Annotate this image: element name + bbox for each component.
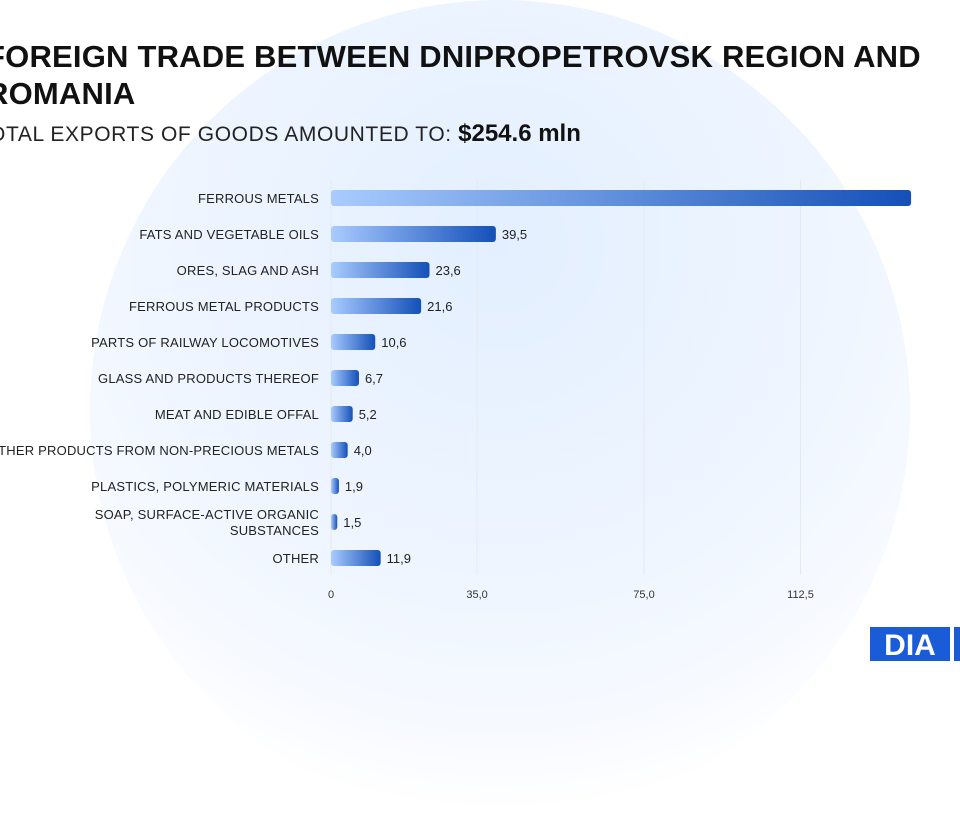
page-title: FOREIGN TRADE BETWEEN DNIPROPETROVSK REG… [0, 39, 921, 111]
value-label: 5,2 [359, 407, 377, 422]
category-label: SOAP, SURFACE-ACTIVE ORGANIC [95, 507, 319, 522]
value-label: 23,6 [435, 263, 460, 278]
bar [331, 406, 353, 422]
logo-background [870, 627, 950, 661]
bar [331, 262, 430, 278]
background-glow [90, 0, 910, 820]
category-label: MEAT AND EDIBLE OFFAL [155, 407, 319, 422]
category-label: GLASS AND PRODUCTS THEREOF [98, 371, 319, 386]
value-label: 1,9 [345, 479, 363, 494]
bar [331, 190, 912, 206]
value-label: 10,6 [381, 335, 406, 350]
category-label: FATS AND VEGETABLE OILS [139, 227, 319, 242]
subtitle-label: TOTAL EXPORTS OF GOODS AMOUNTED TO: [0, 123, 452, 146]
category-label: PARTS OF RAILWAY LOCOMOTIVES [91, 335, 319, 350]
category-label: SUBSTANCES [230, 523, 319, 538]
category-label: OTHER PRODUCTS FROM NON-PRECIOUS METALS [0, 443, 319, 458]
value-label: 11,9 [387, 551, 411, 566]
value-label: 4,0 [354, 443, 372, 458]
bar [331, 226, 496, 242]
bar [331, 334, 376, 350]
category-label: FERROUS METAL PRODUCTS [129, 299, 319, 314]
x-tick-label: 112,5 [787, 589, 814, 601]
bar-chart: 0 35,0 75,0 112,5 FERROUS METALS FATS AND VEG… [0, 180, 912, 601]
x-tick-label: 35,0 [466, 589, 487, 601]
category-label: FERROUS METALS [198, 191, 319, 206]
category-label: OTHER [273, 551, 320, 566]
category-label: ORES, SLAG AND ASH [177, 263, 319, 278]
total-exports-amount: $254.6 mln [458, 120, 581, 147]
value-label: 1,5 [343, 515, 361, 530]
bar [331, 514, 338, 530]
category-label: PLASTICS, POLYMERIC MATERIALS [91, 479, 319, 494]
bar [331, 370, 359, 386]
value-label: 21,6 [427, 299, 452, 314]
logo-text: DIA [884, 629, 936, 661]
logo-edge [954, 627, 960, 661]
bar [331, 442, 348, 458]
x-tick-label: 0 [328, 589, 334, 601]
dia-logo-icon: DIA [870, 627, 960, 661]
value-label: 6,7 [365, 371, 383, 386]
x-tick-label: 75,0 [633, 589, 654, 601]
bar [331, 298, 422, 314]
bar [331, 550, 381, 566]
subtitle: TOTAL EXPORTS OF GOODS AMOUNTED TO: $254… [0, 120, 581, 148]
bar [331, 478, 339, 494]
value-label: 39,5 [502, 227, 527, 242]
